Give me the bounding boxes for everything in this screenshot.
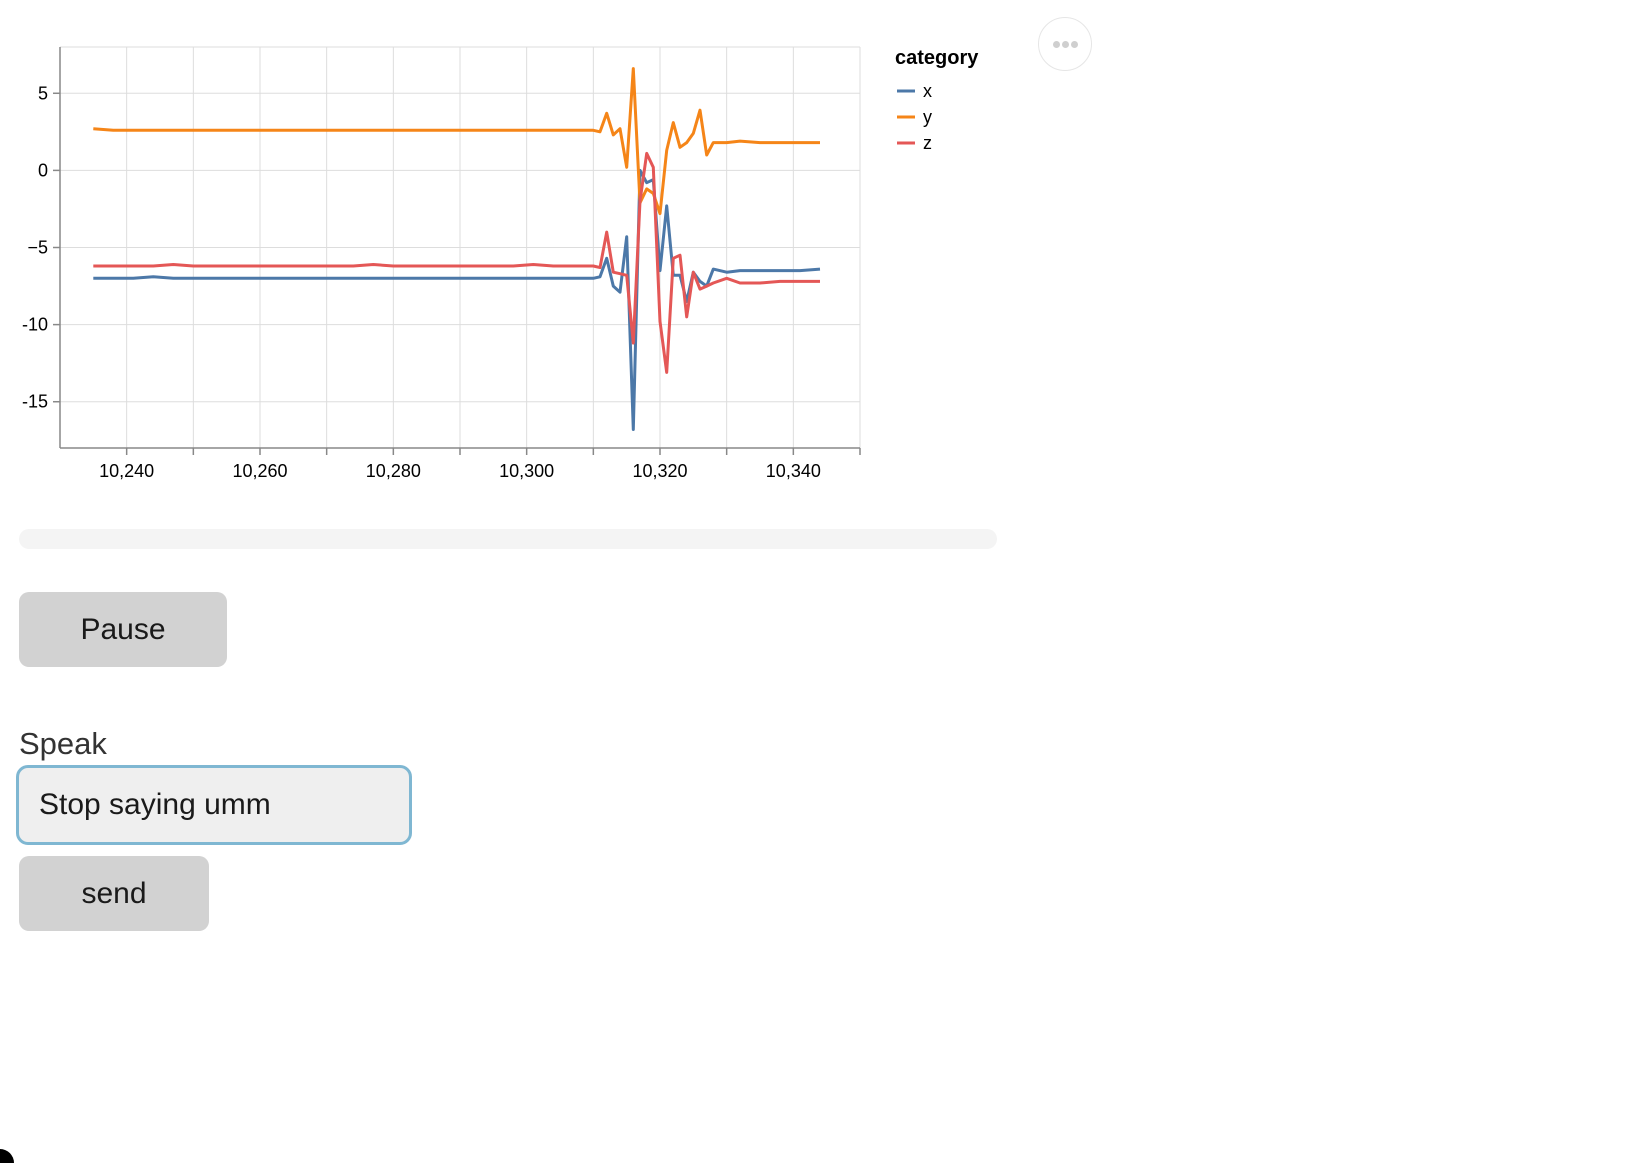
x-tick-label: 10,260: [232, 461, 287, 481]
x-tick-label: 10,320: [632, 461, 687, 481]
series-line-z: [93, 151, 820, 374]
legend-label-z: z: [923, 133, 932, 153]
menu-dot: [1071, 41, 1078, 48]
menu-dot: [1053, 41, 1060, 48]
y-tick-label: −5: [27, 238, 48, 258]
speak-input[interactable]: [16, 765, 412, 845]
y-tick-label: -10: [22, 315, 48, 335]
legend-title: category: [895, 47, 979, 69]
progress-bar: [19, 529, 997, 549]
send-button[interactable]: send: [19, 856, 209, 931]
chart-canvas: 10,240 10,260 10,280 10,300 10,320 10,340 5 0 −5…: [22, 46, 979, 481]
more-options-icon[interactable]: [1038, 17, 1092, 71]
y-tick-label: 0: [38, 160, 48, 180]
menu-dot: [1062, 41, 1069, 48]
x-tick-label: 10,280: [366, 461, 421, 481]
y-tick-label: -15: [22, 392, 48, 412]
x-tick-label: 10,340: [766, 461, 821, 481]
x-tick-label: 10,300: [499, 461, 554, 481]
sensor-line-chart: 10,240 10,260 10,280 10,300 10,320 10,340 5 0 −5…: [0, 0, 1010, 500]
window-corner: [0, 1149, 14, 1163]
speak-label: Speak: [19, 726, 107, 761]
y-tick-label: 5: [38, 83, 48, 103]
series-line-x: [93, 168, 821, 431]
legend-label-x: x: [923, 81, 932, 101]
pause-button[interactable]: Pause: [19, 592, 227, 667]
legend-label-y: y: [923, 107, 932, 127]
series-line-y: [93, 67, 820, 216]
x-tick-label: 10,240: [99, 461, 154, 481]
